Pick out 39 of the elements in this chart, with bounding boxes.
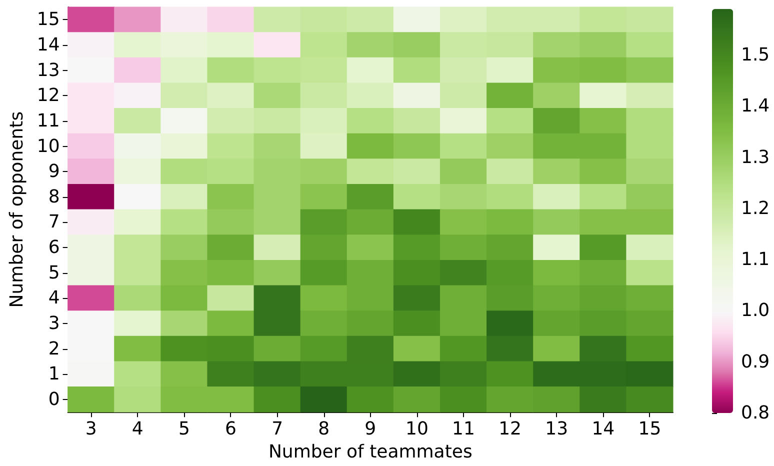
x-tick-label: 3: [85, 418, 97, 440]
x-tick-label: 9: [364, 418, 376, 440]
y-tick-label: 6: [48, 237, 60, 258]
y-tick-label: 2: [48, 338, 60, 360]
y-tick-label: 3: [48, 312, 60, 334]
x-tick-label: 15: [638, 418, 662, 440]
y-tick-label: 13: [36, 60, 60, 81]
x-tick-label: 14: [592, 418, 615, 440]
x-tick-label: 12: [498, 418, 522, 440]
y-tick-label: 0: [48, 388, 60, 410]
x-tick-label: 11: [452, 418, 475, 440]
color-bar-label: 1.3: [741, 146, 770, 168]
y-axis-title: Number of opponents: [6, 111, 28, 308]
y-tick-label: 9: [48, 161, 60, 182]
x-tick-label: 4: [132, 418, 144, 440]
color-bar-label: 0.9: [741, 351, 770, 372]
x-tick-label: 7: [272, 418, 284, 440]
x-tick-label: 13: [545, 418, 568, 440]
y-tick-label: 12: [36, 85, 60, 106]
x-tick-label: 8: [318, 418, 330, 440]
y-tick-label: 10: [36, 136, 60, 157]
y-tick-label: 5: [48, 262, 60, 284]
x-axis-title: Number of teammates: [268, 442, 472, 462]
x-tick-label: 5: [178, 418, 190, 440]
y-tick-label: 15: [36, 9, 60, 30]
y-tick-label: 11: [36, 110, 60, 132]
y-tick-label: 7: [48, 212, 60, 233]
color-bar-label: 1.4: [741, 96, 770, 117]
color-bar-label: 1.1: [741, 249, 770, 270]
y-tick-label: 14: [36, 34, 60, 56]
x-tick-label: 10: [406, 418, 428, 440]
y-tick-label: 8: [48, 186, 60, 208]
color-bar-label: 1.2: [741, 198, 770, 219]
color-bar-label: 0.8: [741, 402, 770, 424]
y-tick-label: 4: [48, 288, 60, 309]
y-tick-label: 1: [48, 364, 60, 385]
color-bar-label: 1.0: [741, 300, 770, 322]
color-bar-label: 1.5: [741, 44, 770, 66]
x-tick-label: 6: [225, 418, 236, 440]
